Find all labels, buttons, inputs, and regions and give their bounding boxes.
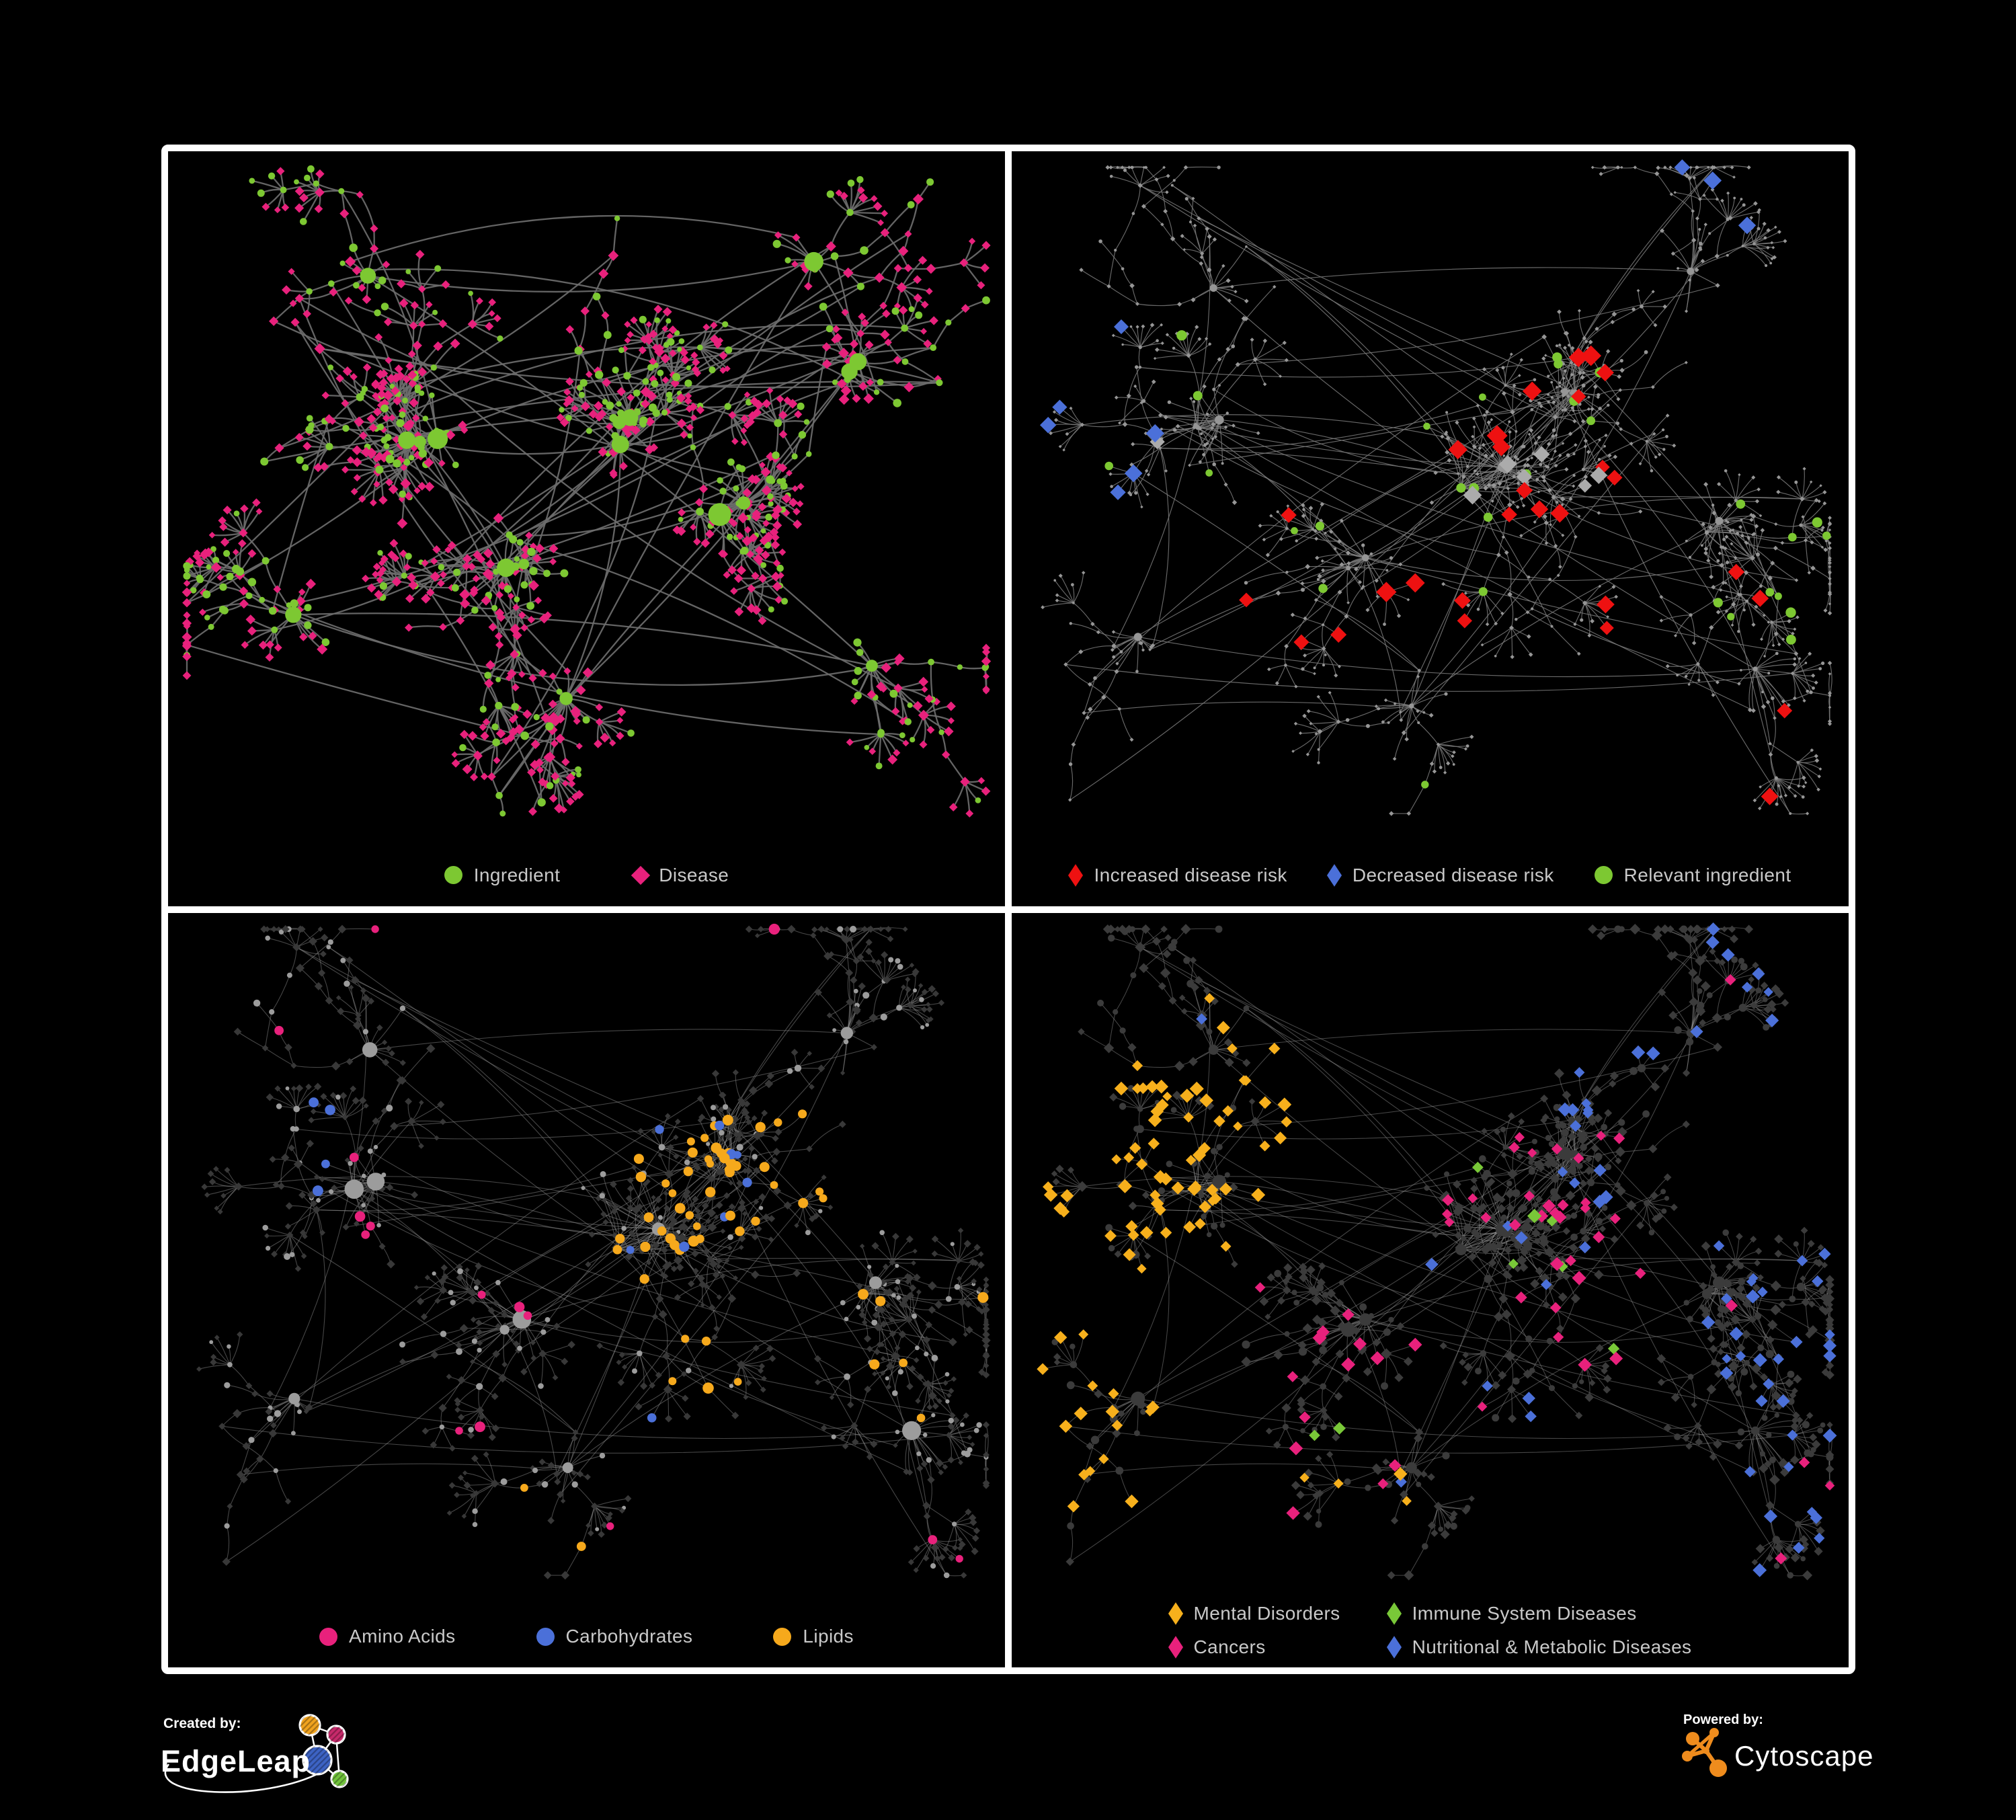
panel-disease-risk: Increased disease risk Decreased disease …	[1012, 151, 1849, 906]
created-by-label: Created by:	[163, 1716, 241, 1731]
legend-item: Decreased disease risk	[1326, 863, 1554, 887]
legend-label: Mental Disorders	[1193, 1603, 1340, 1624]
legend-label: Disease	[659, 864, 729, 885]
legend-ingredient-disease: Ingredient Disease	[168, 865, 1005, 886]
edgeleap-network-icon	[298, 1714, 349, 1788]
network-graph-disease-categories	[1037, 922, 1837, 1581]
legend-circle-marker	[319, 1627, 338, 1646]
legend-item: Immune System Diseases	[1386, 1602, 1692, 1625]
cytoscape-wordmark: Cytoscape	[1734, 1740, 1873, 1772]
legend-circle-marker	[536, 1627, 555, 1646]
legend-label: Immune System Diseases	[1412, 1603, 1637, 1624]
legend-label: Ingredient	[473, 864, 561, 885]
legend-diamond-marker	[1168, 1636, 1183, 1659]
network-graph-disease-risk	[1040, 159, 1832, 816]
legend-circle-marker	[773, 1627, 792, 1646]
cytoscape-logo: Powered by: Cytoscape	[1682, 1712, 1873, 1777]
panel-disease-categories: Mental Disorders Immune System Diseases Ca…	[1012, 912, 1849, 1667]
panel-ingredient-categories: Amino Acids Carbohydrates Lipids	[168, 912, 1005, 1667]
powered-by-label: Powered by:	[1683, 1712, 1763, 1727]
legend-disease-categories: Mental Disorders Immune System Diseases Ca…	[1012, 1602, 1849, 1659]
legend-item: Lipids	[773, 1626, 854, 1647]
legend-label: Cancers	[1193, 1636, 1266, 1657]
legend-item: Increased disease risk	[1068, 863, 1287, 887]
legend-diamond-marker	[1386, 1602, 1402, 1625]
cytoscape-network-icon	[1682, 1728, 1727, 1777]
edgeleap-logo: Created by: EdgeLeap	[161, 1714, 349, 1793]
legend-label: Increased disease risk	[1094, 864, 1287, 885]
legend-item: Relevant ingredient	[1594, 864, 1791, 886]
legend-item: Disease	[631, 864, 729, 886]
legend-item: Mental Disorders	[1168, 1602, 1340, 1625]
panel-ingredient-disease: Ingredient Disease	[168, 151, 1005, 906]
network-graph-ingredient-disease	[182, 165, 992, 818]
legend-diamond-marker	[1386, 1636, 1402, 1659]
legend-ingredient-categories: Amino Acids Carbohydrates Lipids	[168, 1626, 1005, 1647]
legend-item: Ingredient	[444, 865, 561, 886]
legend-item: Nutritional & Metabolic Diseases	[1386, 1636, 1692, 1659]
legend-label: Lipids	[803, 1626, 854, 1647]
legend-disease-risk: Increased disease risk Decreased disease …	[1012, 863, 1849, 887]
network-graph-ingredient-categories	[196, 923, 991, 1579]
legend-label: Carbohydrates	[565, 1626, 693, 1647]
legend-item: Carbohydrates	[536, 1626, 693, 1647]
legend-circle-marker	[1594, 866, 1613, 884]
legend-label: Nutritional & Metabolic Diseases	[1412, 1636, 1692, 1657]
legend-circle-marker	[444, 866, 462, 884]
edgeleap-wordmark: EdgeLeap	[161, 1744, 311, 1778]
legend-diamond-marker	[1326, 863, 1342, 887]
figure-grid: Ingredient Disease Increased disease risk…	[161, 145, 1855, 1674]
edgeleap-swoosh	[164, 1764, 321, 1793]
legend-label: Relevant ingredient	[1623, 864, 1791, 885]
legend-label: Amino Acids	[349, 1626, 456, 1647]
legend-diamond-marker	[631, 865, 651, 885]
legend-diamond-marker	[1068, 863, 1084, 887]
legend-item: Cancers	[1168, 1636, 1340, 1659]
legend-item: Amino Acids	[319, 1626, 455, 1647]
legend-label: Decreased disease risk	[1352, 864, 1554, 885]
legend-diamond-marker	[1168, 1602, 1183, 1625]
